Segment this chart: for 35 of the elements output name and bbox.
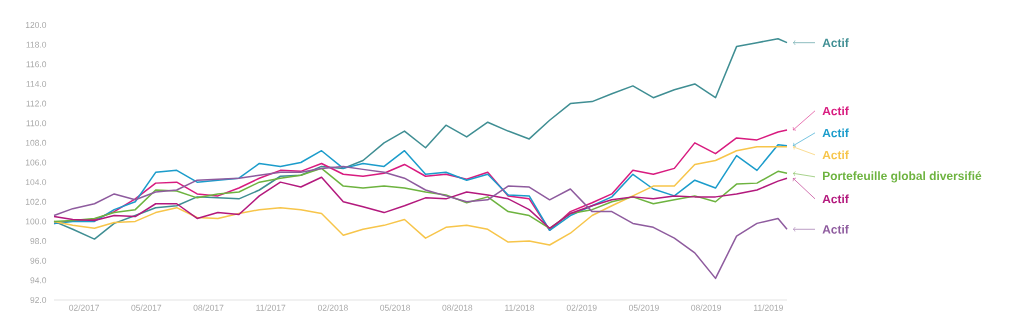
x-tick-label: 11/2017 — [256, 304, 286, 311]
legend-label: Actif — [822, 150, 849, 160]
y-tick-label: 102.0 — [25, 198, 47, 205]
x-tick-label: 05/2017 — [131, 304, 162, 311]
y-tick-label: 110.0 — [26, 120, 47, 127]
y-tick-label: 114.0 — [26, 80, 47, 87]
x-tick-label: 08/2017 — [193, 304, 224, 311]
x-tick-label: 08/2019 — [691, 304, 722, 311]
y-tick-label: 100.0 — [25, 218, 47, 225]
y-tick-label: 96.0 — [30, 257, 47, 264]
y-tick-label: 92.0 — [30, 297, 47, 303]
x-tick-label: 08/2018 — [442, 304, 473, 311]
y-tick-label: 116.0 — [26, 61, 47, 68]
x-tick-label: 11/2018 — [505, 304, 535, 311]
y-tick-label: 98.0 — [30, 238, 47, 245]
y-tick-label: 118.0 — [26, 41, 47, 48]
y-tick-label: 108.0 — [25, 139, 47, 146]
legend-label: Actif — [822, 224, 849, 234]
legend-label: Actif — [822, 38, 849, 48]
y-tick-label: 104.0 — [25, 179, 47, 186]
x-tick-label: 02/2018 — [317, 304, 348, 311]
x-tick-label: 05/2019 — [628, 304, 659, 311]
text: Actif — [822, 106, 849, 116]
line-series — [53, 165, 788, 280]
x-tick-label: 11/2019 — [754, 304, 783, 311]
x-tick-label: 02/2019 — [566, 304, 597, 311]
legend-label: Actif — [822, 128, 849, 138]
y-tick-label: 120.0 — [25, 22, 47, 28]
x-tick-label: 05/2018 — [380, 304, 411, 311]
y-tick-label: 106.0 — [25, 159, 47, 166]
text: Actif — [822, 194, 849, 204]
y-tick-label: 94.0 — [30, 277, 47, 284]
legend-label: Portefeuille global diversifié — [823, 171, 982, 183]
x-tick-label: 02/2017 — [69, 304, 99, 311]
y-tick-label: 112.0 — [26, 100, 47, 107]
